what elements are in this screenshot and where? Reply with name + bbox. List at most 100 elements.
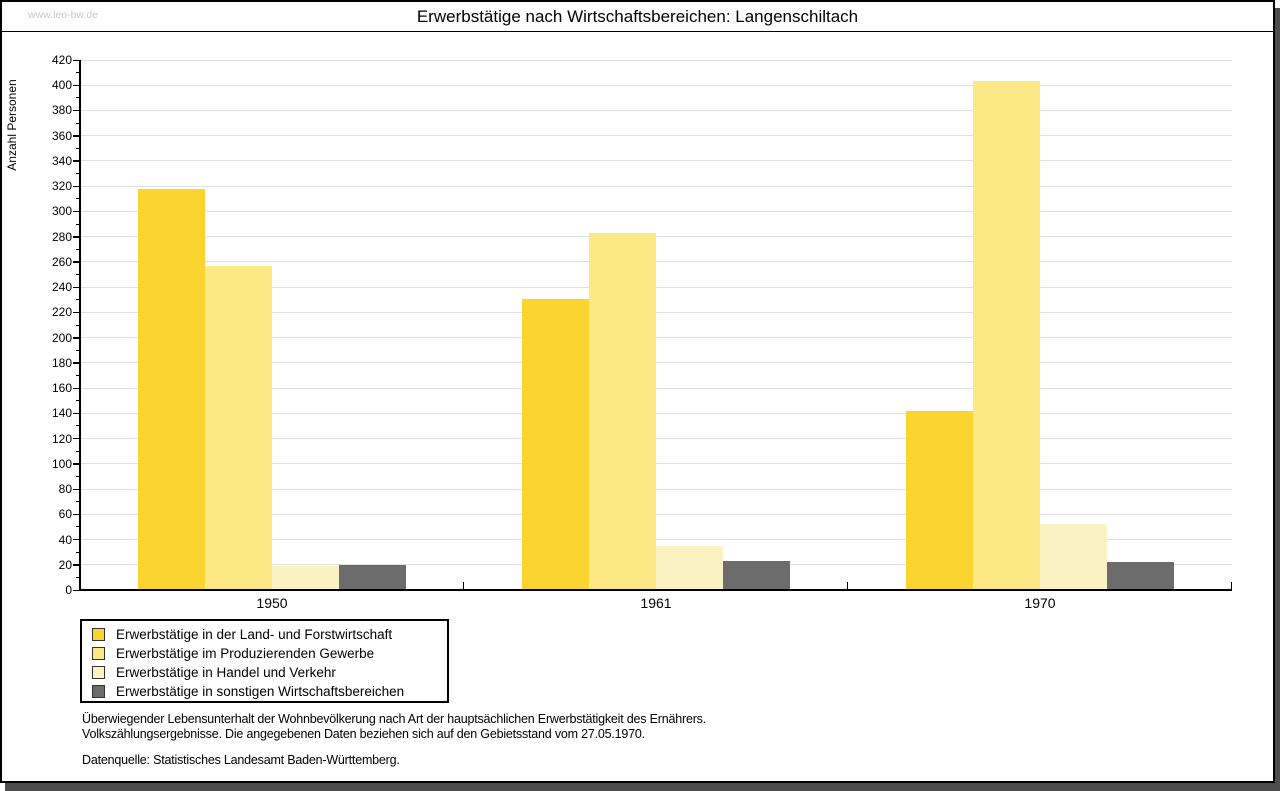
gridline — [80, 160, 1232, 162]
y-axis-tick-label: 280 — [51, 229, 72, 244]
gridline — [80, 362, 1232, 364]
bar-1961-series4 — [723, 560, 790, 589]
x-axis-line — [79, 589, 1232, 591]
gridline — [80, 387, 1232, 389]
y-axis-tick-label: 40 — [58, 532, 72, 547]
legend-box: Erwerbstätige in der Land- und Forstwirt… — [80, 619, 449, 703]
y-axis-tick-label: 340 — [51, 153, 72, 168]
y-axis-tick — [73, 438, 80, 440]
y-axis-tick — [73, 362, 80, 364]
page-title: Erwerbstätige nach Wirtschaftsbereichen:… — [416, 7, 859, 26]
gridline — [80, 286, 1232, 288]
x-axis-label-1950: 1950 — [256, 595, 288, 611]
y-axis-tick — [73, 236, 80, 238]
y-axis-tick — [73, 337, 80, 339]
y-axis-tick — [73, 589, 80, 591]
y-axis-minor-tick — [76, 551, 80, 553]
gridline — [80, 135, 1232, 137]
y-axis-tick — [73, 109, 80, 112]
y-axis-tick-label: 20 — [58, 557, 72, 572]
x-axis-tick — [1231, 582, 1233, 590]
legend-item: Erwerbstätige in Handel und Verkehr — [82, 663, 447, 682]
y-axis-minor-tick — [76, 450, 80, 452]
y-axis-minor-tick — [76, 223, 80, 225]
y-axis-tick — [73, 160, 80, 162]
gridline — [80, 463, 1232, 465]
y-axis-tick-label: 120 — [51, 431, 72, 446]
watermark: www.leo-bw.de — [28, 9, 99, 21]
gridline — [80, 412, 1232, 414]
bar-chart: Anzahl Personen 0 20 40 60 80 100 120 140 160 180… — [2, 2, 1273, 781]
y-axis-tick-label: 240 — [51, 280, 72, 295]
y-axis-tick — [73, 513, 80, 516]
legend-item: Erwerbstätige im Produzierenden Gewerbe — [82, 644, 447, 663]
y-axis-minor-tick — [76, 501, 80, 503]
y-axis-tick-label: 0 — [65, 583, 72, 597]
legend-swatch — [92, 647, 105, 660]
y-axis-tick-label: 300 — [51, 204, 72, 219]
y-axis-tick-label: 380 — [51, 103, 72, 118]
gridline — [80, 488, 1232, 490]
y-axis-tick — [73, 387, 80, 389]
gridline — [80, 84, 1232, 86]
y-axis-tick — [73, 261, 80, 263]
bar-1970-series1 — [906, 410, 973, 589]
bar-1950-series2 — [205, 265, 272, 589]
y-axis-tick — [73, 84, 80, 87]
bar-1950-series3 — [272, 566, 339, 589]
y-axis-tick-label: 320 — [51, 179, 72, 194]
bar-1961-series2 — [589, 232, 656, 589]
y-axis-minor-tick — [76, 248, 80, 250]
y-axis-tick-label: 100 — [51, 456, 72, 471]
legend-item-label: Erwerbstätige im Produzierenden Gewerbe — [116, 646, 375, 661]
y-axis-tick-label: 140 — [51, 406, 72, 421]
y-axis-tick — [73, 286, 80, 289]
y-axis-tick — [73, 135, 80, 137]
y-axis-minor-tick — [76, 173, 80, 175]
gridline — [80, 109, 1232, 111]
y-axis-tick — [73, 564, 80, 566]
y-axis-minor-tick — [76, 324, 80, 326]
y-axis-tick — [73, 210, 80, 213]
footnote-line-1: Überwiegender Lebensunterhalt der Wohnbe… — [82, 712, 706, 726]
y-axis-minor-tick — [76, 97, 80, 99]
x-axis-tick — [847, 582, 849, 590]
y-axis-minor-tick — [76, 274, 80, 276]
y-axis-tick-label: 180 — [51, 355, 72, 370]
gridline — [80, 539, 1232, 541]
y-axis-minor-tick — [76, 72, 80, 74]
gridline — [80, 438, 1232, 440]
y-axis-tick-label: 160 — [51, 381, 72, 396]
x-axis-label-1970: 1970 — [1024, 595, 1056, 611]
bar-1961-series1 — [522, 298, 589, 589]
legend-swatch — [92, 666, 105, 679]
gridline — [80, 210, 1232, 212]
bar-1961-series3 — [656, 545, 723, 589]
title-bar: www.leo-bw.de Erwerbstätige nach Wirtsch… — [2, 2, 1273, 32]
y-axis-minor-tick — [76, 349, 80, 351]
y-axis-tick — [73, 185, 80, 188]
datasource-line: Datenquelle: Statistisches Landesamt Bad… — [82, 753, 400, 767]
y-axis-tick — [73, 59, 80, 61]
y-axis-line — [79, 60, 81, 591]
bar-1970-series2 — [973, 81, 1040, 589]
gridline — [80, 337, 1232, 339]
x-axis-tick — [463, 582, 465, 590]
legend-item: Erwerbstätige in sonstigen Wirtschaftsbe… — [82, 682, 447, 701]
y-axis-minor-tick — [76, 299, 80, 301]
y-axis-minor-tick — [76, 425, 80, 427]
legend-item-label: Erwerbstätige in Handel und Verkehr — [116, 665, 336, 680]
y-axis-tick-label: 420 — [51, 53, 72, 67]
y-axis-minor-tick — [76, 122, 80, 124]
x-axis-label-1961: 1961 — [640, 595, 672, 611]
footnotes: Überwiegender Lebensunterhalt der Wohnbe… — [82, 712, 1182, 768]
bar-1970-series3 — [1040, 524, 1107, 589]
gridline — [80, 236, 1232, 238]
y-axis-tick-label: 400 — [51, 78, 72, 93]
legend-item-label: Erwerbstätige in sonstigen Wirtschaftsbe… — [116, 684, 405, 699]
bar-1950-series1 — [138, 188, 205, 589]
y-axis-minor-tick — [76, 147, 80, 149]
gridline — [80, 513, 1232, 515]
gridline — [80, 311, 1232, 313]
